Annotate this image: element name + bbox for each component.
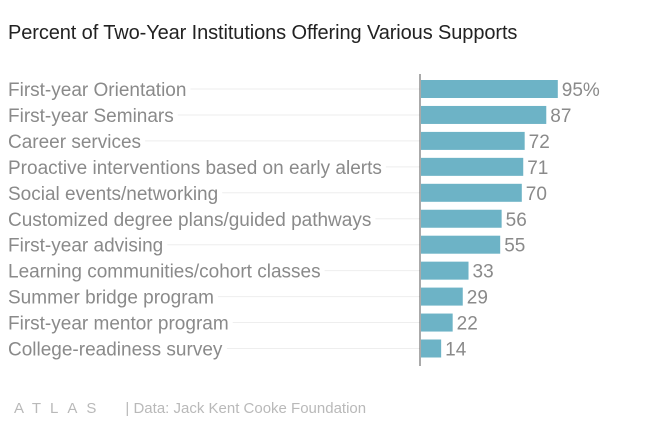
data-source: | Data: Jack Kent Cooke Foundation — [125, 399, 367, 417]
category-label: First-year Seminars — [8, 106, 174, 127]
category-label: Career services — [8, 132, 141, 153]
atlas-logo: ATLAS — [14, 399, 106, 417]
value-label: 72 — [529, 132, 550, 153]
bar — [421, 105, 547, 124]
bar — [421, 235, 501, 254]
value-label: 22 — [457, 314, 478, 335]
category-label: Proactive interventions based on early a… — [8, 158, 382, 179]
bar — [421, 183, 522, 202]
value-label: 55 — [504, 236, 525, 257]
category-label: Social events/networking — [8, 184, 218, 205]
category-label: College-readiness survey — [8, 340, 223, 361]
category-label: Customized degree plans/guided pathways — [8, 210, 371, 231]
bar — [421, 287, 463, 306]
category-label: First-year Orientation — [8, 80, 186, 101]
chart-title: Percent of Two-Year Institutions Offerin… — [8, 22, 518, 44]
footer: ATLAS | Data: Jack Kent Cooke Foundation — [14, 396, 366, 420]
bar — [421, 261, 469, 280]
value-label: 87 — [550, 106, 571, 127]
bar — [421, 313, 453, 332]
bar — [421, 157, 524, 176]
category-label: First-year mentor program — [8, 314, 229, 335]
bar — [421, 131, 525, 150]
bar-chart: First-year Orientation 95% First-year Semi… — [8, 74, 600, 366]
category-label: Summer bridge program — [8, 288, 214, 309]
value-label: 56 — [506, 210, 527, 231]
value-label: 95% — [562, 80, 600, 101]
value-label: 71 — [527, 158, 548, 179]
category-label: First-year advising — [8, 236, 163, 257]
value-label: 29 — [467, 288, 488, 309]
bar — [421, 80, 558, 98]
value-label: 70 — [526, 184, 547, 205]
value-label: 33 — [473, 262, 494, 283]
category-label: Learning communities/cohort classes — [8, 262, 321, 283]
bar — [421, 339, 442, 358]
bar — [421, 209, 502, 228]
value-label: 14 — [445, 340, 467, 361]
